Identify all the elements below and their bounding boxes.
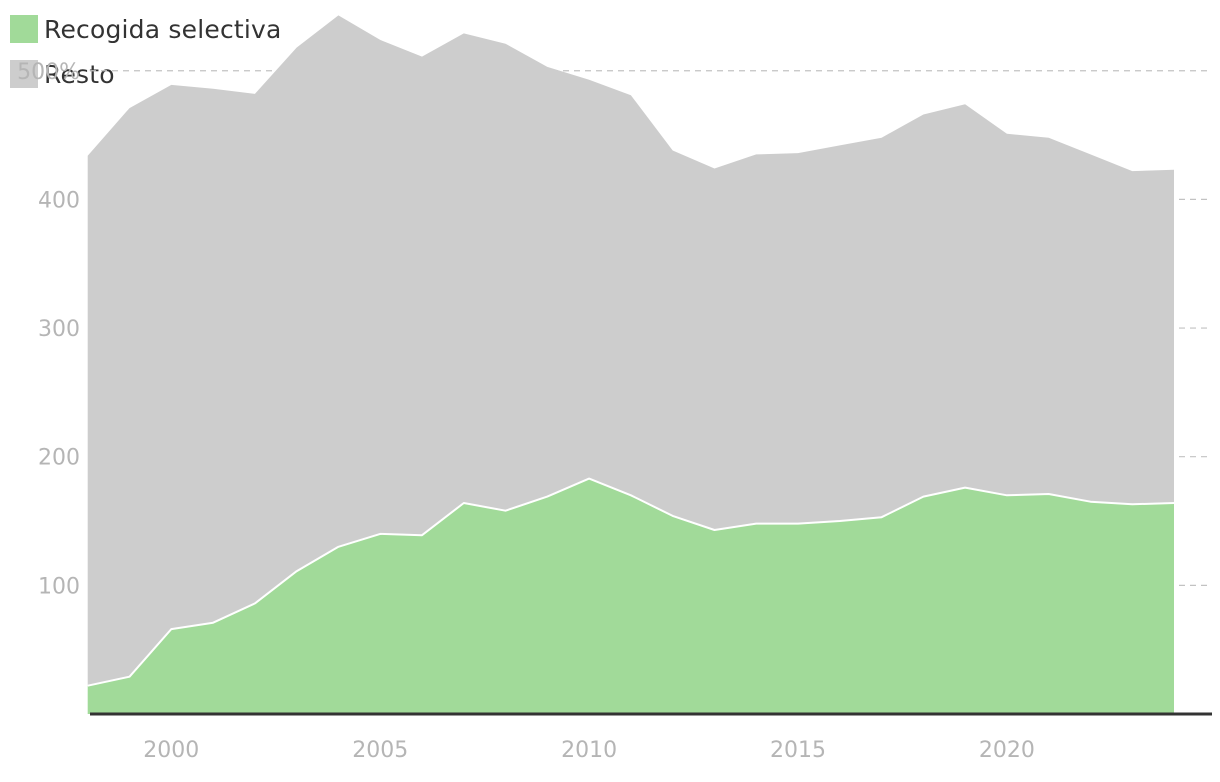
y-tick-label-200: 200 — [38, 446, 80, 471]
area-recogida-selectiva — [87, 478, 1175, 714]
y-tick-label-300: 300 — [38, 317, 80, 342]
y-tick-label-500: 500% — [17, 60, 80, 85]
x-tick-label-2010: 2010 — [561, 738, 617, 763]
y-tick-label-400: 400 — [38, 188, 80, 213]
label-layer: 100 200 300 400 500% 2000 2005 2010 2015 2020 — [17, 60, 1035, 763]
x-tick-label-2015: 2015 — [770, 738, 826, 763]
x-tick-label-2020: 2020 — [979, 738, 1035, 763]
legend-label-resto: Resto — [44, 59, 115, 89]
series-boundary-line — [87, 477, 1175, 687]
y-tick-label-100: 100 — [38, 574, 80, 599]
area-resto — [87, 15, 1175, 686]
legend-swatch-resto — [10, 60, 38, 88]
legend-swatch-recogida-selectiva — [10, 15, 38, 43]
legend-item-resto: Resto — [10, 59, 282, 89]
legend-item-recogida-selectiva: Recogida selectiva — [10, 14, 282, 44]
x-tick-label-2000: 2000 — [143, 738, 199, 763]
area-layer — [87, 15, 1175, 714]
legend: Recogida selectiva Resto — [10, 14, 282, 104]
legend-label-recogida-selectiva: Recogida selectiva — [44, 14, 282, 44]
x-tick-label-2005: 2005 — [352, 738, 408, 763]
